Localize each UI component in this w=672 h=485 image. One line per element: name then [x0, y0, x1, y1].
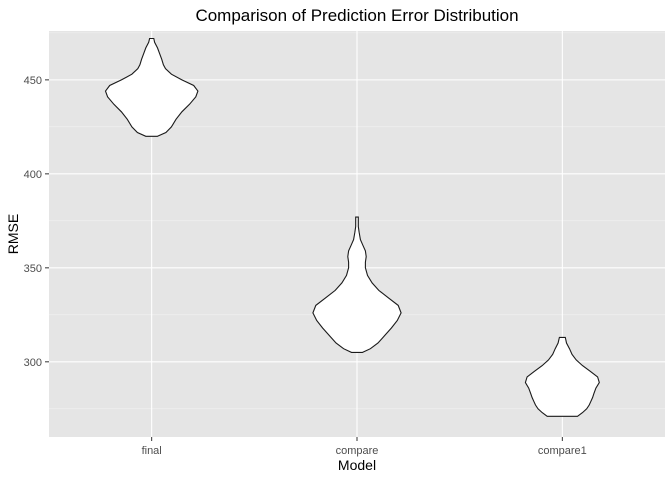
x-axis-title: Model: [338, 457, 376, 473]
y-tick-label: 400: [24, 169, 42, 181]
y-tick-label: 300: [24, 357, 42, 369]
chart-title: Comparison of Prediction Error Distribut…: [195, 6, 518, 25]
violins: [104, 37, 600, 417]
x-tick-label: compare1: [538, 445, 587, 457]
x-tick-label: final: [142, 445, 162, 457]
x-tick-label: compare: [336, 445, 379, 457]
violin-compare1: [524, 336, 600, 417]
axes: 300 350 400 450 final compare compare1: [24, 75, 587, 457]
y-tick-label: 450: [24, 75, 42, 87]
violin-final: [104, 37, 199, 137]
y-axis-title: RMSE: [5, 214, 21, 254]
violin-compare: [312, 216, 402, 353]
y-tick-label: 350: [24, 263, 42, 275]
